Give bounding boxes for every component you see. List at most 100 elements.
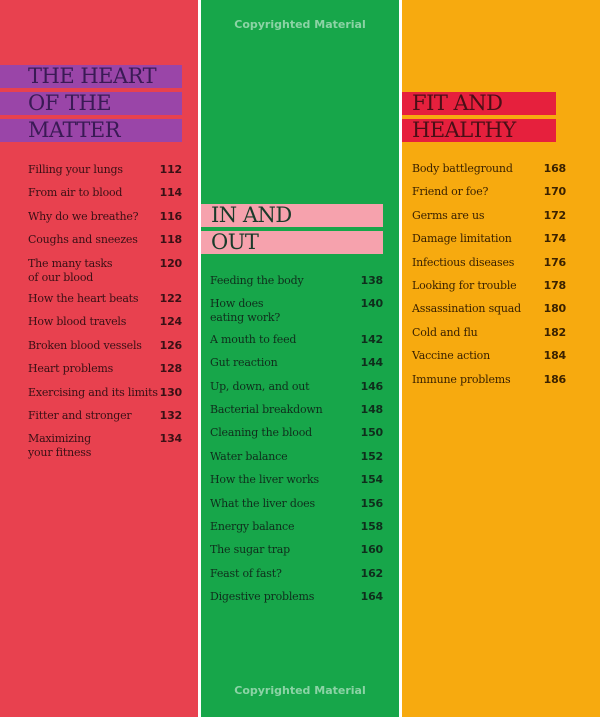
toc-entry-page-number: 142 bbox=[360, 332, 384, 346]
toc-entry-title-line: Immune problems bbox=[412, 372, 511, 386]
toc-entry-title: Infectious diseases bbox=[412, 256, 514, 270]
toc-entry-page-number: 162 bbox=[360, 566, 384, 580]
toc-entry-title-line: How blood travels bbox=[28, 315, 127, 329]
toc-entry-title: From air to blood bbox=[28, 186, 122, 200]
toc-entry-title-line: How the liver works bbox=[210, 473, 319, 487]
toc-entry-title-line: eating work? bbox=[210, 311, 281, 325]
toc-entry-title-line: Heart problems bbox=[28, 362, 114, 376]
toc-entry-title-line: Why do we breathe? bbox=[28, 209, 139, 223]
toc-entry-page-number: 156 bbox=[360, 496, 384, 510]
toc-entry-title: Bacterial breakdown bbox=[210, 403, 323, 417]
section-heading-line: FIT AND bbox=[402, 92, 556, 115]
toc-entry-title: Germs are us bbox=[412, 209, 484, 223]
toc-entry-title-line: Bacterial breakdown bbox=[210, 403, 323, 416]
toc-entry-title-line: Exercising and its limits bbox=[28, 385, 158, 399]
toc-entry-page-number: 124 bbox=[159, 315, 183, 329]
toc-entry-page-number: 172 bbox=[543, 208, 567, 222]
toc-entry-title: Body battleground bbox=[412, 162, 513, 176]
toc-entry-title-line: From air to blood bbox=[28, 186, 123, 200]
toc-entry-title-line: Maximizing bbox=[28, 432, 91, 446]
toc-entry-title-line: A mouth to feed bbox=[210, 332, 297, 346]
toc-entry-page-number: 144 bbox=[360, 356, 384, 370]
toc-entry-page-number: 118 bbox=[159, 233, 183, 247]
toc-entry-page-number: 114 bbox=[159, 186, 183, 200]
toc-entry-page-number: 130 bbox=[159, 385, 183, 399]
toc-entry-title-line: Vaccine action bbox=[412, 349, 490, 363]
toc-entry-title: Why do we breathe? bbox=[28, 209, 139, 224]
toc-entry-title-line: Filling your lungs bbox=[28, 163, 123, 176]
toc-entry-page-number: 116 bbox=[159, 209, 183, 223]
toc-entry-title: Vaccine action bbox=[412, 349, 490, 363]
toc-entry-title-line: How the heart beats bbox=[28, 292, 139, 305]
toc-entry-page-number: 132 bbox=[159, 409, 183, 422]
toc-entry-page-number: 126 bbox=[159, 338, 183, 352]
toc-entry-title: Up, down, and out bbox=[210, 380, 310, 394]
toc-entry-title-line: Infectious diseases bbox=[412, 255, 515, 269]
toc-entry-page-number: 180 bbox=[543, 302, 567, 316]
section-heading-line: OUT bbox=[201, 231, 383, 254]
toc-entry-title: How blood travels bbox=[28, 315, 126, 329]
section-heading-line: HEALTHY bbox=[402, 119, 556, 142]
toc-entry-title-line: Coughs and sneezes bbox=[28, 233, 138, 247]
section-column-fit-and-healthy: FIT AND HEALTHY Body battleground 168 Frie… bbox=[402, 0, 600, 717]
toc-entry-title: How does eating work? bbox=[210, 297, 280, 325]
toc-entry-title: Immune problems bbox=[412, 372, 511, 387]
section-column-heart: THE HEART OF THE MATTER Filling your lun… bbox=[0, 0, 198, 717]
toc-entry-title-line: Assassination squad bbox=[412, 302, 521, 316]
watermark-text: Copyrighted Material bbox=[234, 684, 366, 697]
toc-entry-title-line: Germs are us bbox=[412, 208, 485, 222]
toc-entry-title-line: Feeding the body bbox=[210, 274, 304, 287]
toc-entry-title-line: Cleaning the blood bbox=[210, 426, 312, 440]
toc-entry-title-line: Cold and flu bbox=[412, 325, 478, 339]
toc-entry-page-number: 148 bbox=[360, 403, 384, 416]
watermark-text: Copyrighted Material bbox=[234, 18, 366, 31]
toc-entry-page-number: 152 bbox=[360, 449, 384, 463]
toc-entry-page-number: 178 bbox=[543, 279, 567, 292]
toc-entry-title-line: Water balance bbox=[210, 449, 288, 463]
toc-entry-title: Cleaning the blood bbox=[210, 426, 312, 440]
toc-entry-page-number: 176 bbox=[543, 255, 567, 269]
section-heading-line: MATTER bbox=[0, 119, 182, 142]
toc-entry-title: Energy balance bbox=[210, 520, 294, 534]
toc-entry-title-line: Energy balance bbox=[210, 520, 295, 533]
section-heading-line: IN AND bbox=[201, 204, 383, 227]
toc-entry-title: The sugar trap bbox=[210, 543, 290, 557]
toc-entry-title: How the liver works bbox=[210, 473, 319, 487]
toc-entry-title-line: What the liver does bbox=[210, 496, 315, 510]
toc-entry-title: Heart problems bbox=[28, 362, 113, 376]
toc-entry-title: Cold and flu bbox=[412, 326, 478, 340]
toc-entry-page-number: 168 bbox=[543, 162, 567, 175]
toc-entry-title: Maximizing your fitness bbox=[28, 432, 91, 460]
section-column-in-and-out: Copyrighted Material IN AND OUT Feeding … bbox=[201, 0, 399, 717]
toc-entry-title: Friend or foe? bbox=[412, 185, 488, 199]
toc-entry-page-number: 134 bbox=[159, 432, 183, 446]
toc-entry-title: Digestive problems bbox=[210, 590, 314, 604]
toc-entry-page-number: 120 bbox=[159, 256, 183, 270]
toc-entry-title-line: your fitness bbox=[28, 446, 92, 460]
toc-entry-page-number: 174 bbox=[543, 232, 567, 246]
toc-entry-title-line: Looking for trouble bbox=[412, 279, 517, 292]
toc-entry-title: Exercising and its limits bbox=[28, 386, 158, 400]
toc-entry-page-number: 146 bbox=[360, 379, 384, 393]
toc-entry-title-line: Friend or foe? bbox=[412, 185, 489, 199]
section-heading-line: THE HEART bbox=[0, 65, 182, 88]
toc-entry-title: Feeding the body bbox=[210, 274, 304, 288]
toc-entry-page-number: 150 bbox=[360, 426, 384, 440]
toc-entry-title-line: of our blood bbox=[28, 270, 94, 284]
toc-entry-title-line: Damage limitation bbox=[412, 232, 512, 246]
toc-entry-title: What the liver does bbox=[210, 497, 315, 511]
toc-entry-title: The many tasks of our blood bbox=[28, 257, 113, 285]
toc-entry-page-number: 112 bbox=[159, 163, 183, 176]
toc-entry-title: Gut reaction bbox=[210, 356, 278, 370]
toc-entry-title-line: The sugar trap bbox=[210, 543, 290, 557]
toc-entry-title: Looking for trouble bbox=[412, 279, 517, 293]
toc-entry-title: Feast of fast? bbox=[210, 567, 282, 581]
toc-entry-page-number: 182 bbox=[543, 325, 567, 339]
toc-entry-title-line: How does bbox=[210, 297, 264, 311]
toc-entry-title: Water balance bbox=[210, 449, 288, 464]
toc-entry-page-number: 140 bbox=[360, 297, 384, 311]
toc-entry-title-line: Feast of fast? bbox=[210, 566, 282, 580]
toc-entry-title: Assassination squad bbox=[412, 302, 521, 316]
toc-entry-title-line: Fitter and stronger bbox=[28, 409, 132, 422]
toc-entry-page-number: 122 bbox=[159, 292, 183, 305]
